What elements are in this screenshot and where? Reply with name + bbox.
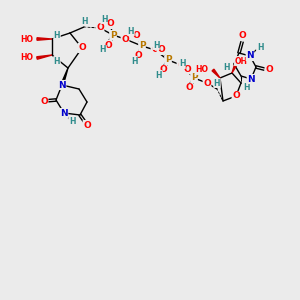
Text: O: O (203, 79, 211, 88)
Text: O: O (265, 64, 273, 74)
Text: O: O (96, 23, 104, 32)
Text: H: H (244, 83, 250, 92)
Text: P: P (110, 31, 116, 40)
Text: O: O (83, 121, 91, 130)
Text: H: H (54, 56, 60, 65)
Text: O: O (159, 65, 167, 74)
Text: O: O (151, 46, 159, 55)
Text: H: H (81, 16, 87, 26)
Text: N: N (60, 109, 68, 118)
Text: O: O (232, 92, 240, 100)
Text: O: O (121, 34, 129, 43)
Text: O: O (185, 83, 193, 92)
Text: H: H (128, 26, 134, 35)
Text: H: H (153, 40, 159, 50)
Text: O: O (40, 97, 48, 106)
Text: O: O (106, 20, 114, 28)
Text: H: H (54, 31, 60, 40)
Text: H: H (101, 14, 107, 23)
Text: O: O (134, 52, 142, 61)
Text: O: O (132, 32, 140, 40)
Text: O: O (183, 64, 191, 74)
Text: P: P (165, 56, 171, 64)
Text: O: O (238, 32, 246, 40)
Text: H: H (156, 70, 162, 80)
Polygon shape (212, 69, 220, 78)
Text: O: O (104, 40, 112, 50)
Polygon shape (61, 68, 68, 86)
Text: N: N (58, 80, 66, 89)
Text: P: P (139, 41, 145, 50)
Text: P: P (191, 74, 197, 82)
Text: O: O (177, 61, 185, 70)
Text: H: H (179, 59, 185, 68)
Text: H: H (257, 43, 263, 52)
Text: N: N (247, 74, 255, 83)
Text: O: O (157, 46, 165, 55)
Text: HO: HO (20, 53, 33, 62)
Text: H: H (224, 64, 230, 73)
Polygon shape (232, 64, 237, 73)
Text: HO: HO (20, 34, 33, 43)
Text: O: O (78, 44, 86, 52)
Text: H: H (131, 56, 137, 65)
Text: H: H (100, 46, 106, 55)
Text: HO: HO (195, 65, 208, 74)
Text: H: H (214, 79, 220, 88)
Text: OH: OH (235, 56, 248, 65)
Text: N: N (246, 52, 254, 61)
Text: H: H (69, 118, 75, 127)
Polygon shape (37, 55, 52, 59)
Polygon shape (37, 38, 52, 40)
